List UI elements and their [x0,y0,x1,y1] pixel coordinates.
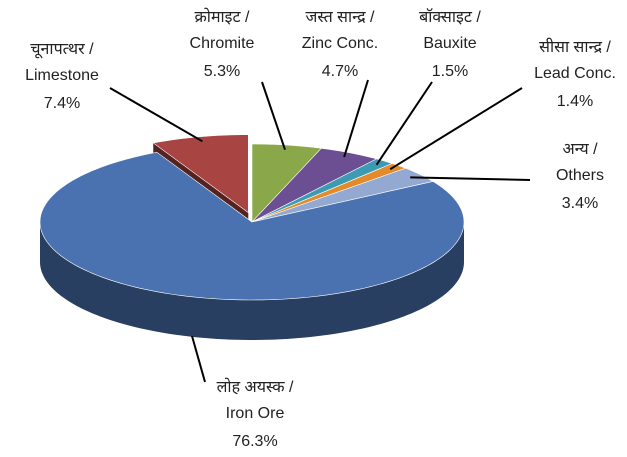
slice-label: Limestone [25,67,99,84]
slice [251,143,322,223]
slice-label: क्रोमाइट / [195,7,251,26]
slice [39,151,465,301]
slice [251,167,434,223]
slice-label: Iron Ore [226,405,285,422]
slice-label: चूनापत्थर / [30,41,94,59]
value-label: 7.4% [44,95,80,112]
slice-label: Others [556,167,604,184]
value-label: 76.3% [232,433,277,450]
slice [251,147,378,223]
slice-label: बॉक्साइट / [419,8,481,26]
slice-label: Zinc Conc. [302,35,378,52]
slice-label: Bauxite [423,35,476,52]
slice-label: Lead Conc. [534,65,616,82]
value-label: 1.5% [432,63,468,80]
slice-label: सीसा सान्द्र / [539,37,611,56]
leader-line [343,79,369,158]
slice-label: लोह अयस्क / [217,377,294,396]
leader-line [191,335,206,383]
slice-label: Chromite [190,35,255,52]
slice [152,134,249,214]
slice-label: जस्त सान्द्र / [306,9,376,26]
value-label: 5.3% [204,63,240,80]
value-label: 1.4% [557,93,593,110]
leader-line [261,81,286,151]
leader-line [375,81,433,166]
value-label: 4.7% [322,63,358,80]
leader-line [389,87,523,171]
leader-line [109,87,203,143]
slice-label: अन्य / [562,141,598,158]
value-label: 3.4% [562,195,598,212]
leader-line [410,176,531,181]
slice-side [40,222,464,340]
